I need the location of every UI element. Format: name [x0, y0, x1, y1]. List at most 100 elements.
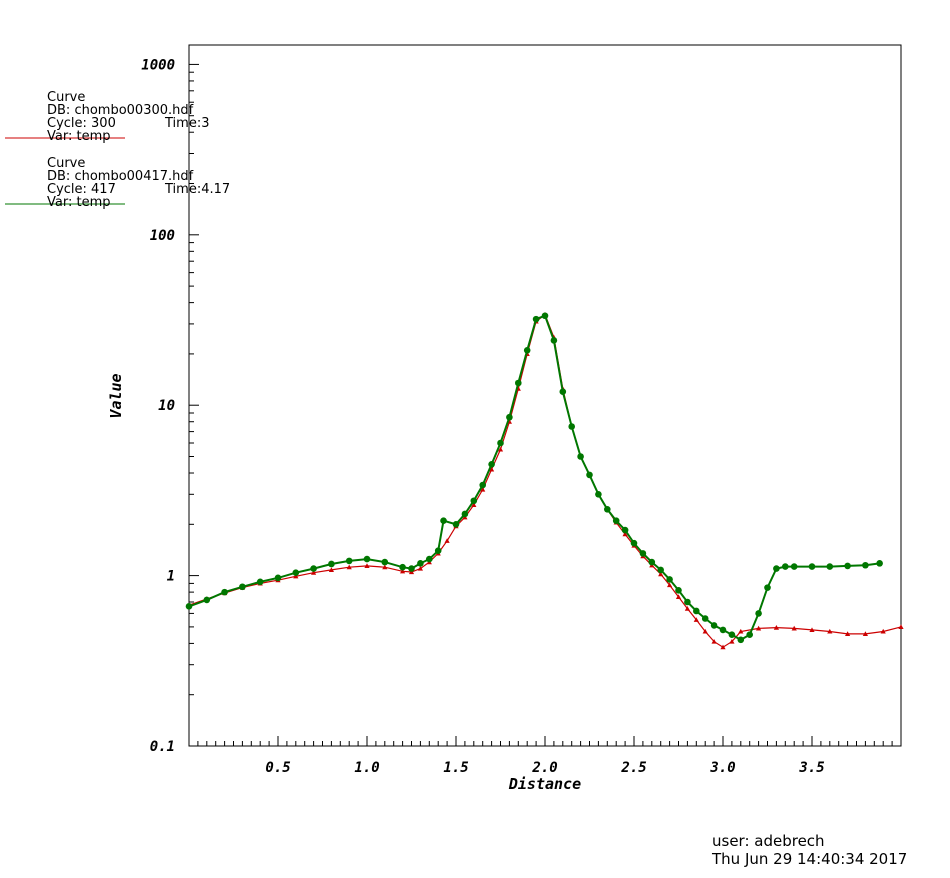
series-2-point [310, 565, 317, 572]
series-1-point [738, 628, 744, 634]
x-tick-label: 2.5 [620, 760, 646, 776]
series-2-point [185, 603, 193, 610]
series-2-point [274, 574, 282, 582]
series-1-point [756, 625, 762, 631]
series-1-point [382, 564, 388, 570]
x-tick-label: 3.5 [798, 760, 824, 776]
series-1-point [311, 570, 317, 575]
series-2-point [292, 569, 300, 577]
series-1-point [675, 594, 682, 599]
series-1-point [729, 638, 735, 644]
series-2-point [523, 347, 531, 354]
series-2-point [621, 526, 629, 534]
series-2-point [764, 584, 771, 591]
series-2-point [239, 583, 246, 591]
x-axis-ticks: 0.5 1.0 1.5 2.0 2.5 3.0 3.5 [265, 736, 825, 776]
series-2-point [684, 598, 691, 606]
series-1-point [667, 582, 673, 588]
series-2-point [452, 521, 460, 528]
series-1-point [346, 564, 352, 570]
legend-entry-1-header: Curve [47, 90, 86, 105]
series-line-2 [188, 314, 880, 641]
series-2-point [657, 566, 664, 574]
y-tick-label: 0.1 [150, 739, 175, 755]
x-tick-label: 1.0 [354, 760, 379, 776]
series-2-point [417, 560, 424, 567]
series-2-point [470, 497, 478, 505]
series-2-point [808, 563, 816, 570]
series-2-point [755, 610, 762, 617]
series-1-point [845, 631, 851, 636]
x-tick-label: 0.5 [265, 760, 290, 776]
series-2-point [506, 413, 513, 421]
series-2-point [710, 622, 718, 629]
series-1-point [702, 628, 708, 634]
series-2-point [434, 547, 442, 555]
series-2-point [461, 510, 469, 518]
series-2-point [426, 555, 433, 563]
series-1-point [827, 628, 833, 634]
series-2-point [701, 615, 709, 622]
x-tick-label: 2.0 [531, 760, 557, 776]
y-axis-title: Value [107, 373, 125, 418]
series-2-point [862, 561, 869, 569]
series-2-point [790, 563, 798, 570]
series-2-point [826, 563, 834, 570]
plot-frame [188, 44, 902, 747]
series-1-point [328, 567, 334, 572]
footer-user: user: adebrech [712, 832, 825, 850]
series-2-point [381, 558, 389, 566]
y-axis-ticks: 0.1 1 10 100 1000 [141, 57, 199, 755]
series-2-point [666, 576, 673, 583]
minor-ticks [189, 71, 893, 746]
x-axis-title: Distance [508, 775, 581, 793]
series-line-1 [188, 313, 902, 648]
series-2-point [782, 563, 789, 570]
series-2-point [515, 379, 522, 387]
series-2-point [479, 481, 487, 489]
x-tick-label: 1.5 [443, 760, 468, 776]
series-1-point [364, 563, 370, 568]
series-2-point [568, 423, 575, 430]
legend-entry-1-var: Var: temp [47, 129, 111, 144]
series-2-point [595, 491, 602, 498]
series-2-point [408, 565, 415, 572]
series-1-point [862, 631, 868, 636]
series-1-point [480, 486, 486, 492]
legend-entry-1-time: Time:3 [165, 116, 210, 131]
series-1-point [693, 617, 699, 622]
series-2-point [399, 563, 406, 571]
series-2-point [203, 596, 211, 604]
series-1-point [711, 638, 717, 644]
legend-entry-2-header: Curve [47, 156, 86, 171]
legend-entry-1-db: DB: chombo00300.hdf [47, 103, 194, 118]
series-2-point [559, 388, 567, 396]
series-1-point [497, 446, 504, 452]
legend-entry-1-cycle: Cycle: 300 [47, 116, 116, 131]
x-tick-label: 3.0 [709, 760, 735, 776]
series-2-point [586, 471, 593, 479]
legend-entry-2-db: DB: chombo00417.hdf [47, 169, 194, 184]
series-1-point [471, 502, 477, 507]
series-2-point [345, 557, 353, 565]
series-1-point [622, 531, 628, 537]
series-1-point [658, 571, 664, 577]
series-1-point [417, 565, 423, 571]
footer-date: Thu Jun 29 14:40:34 2017 [712, 850, 908, 868]
y-tick-label: 100 [150, 228, 175, 244]
series-2-point [844, 562, 851, 570]
series-1-point [684, 606, 690, 611]
series-1-point [489, 466, 495, 472]
series-2-point [612, 517, 620, 524]
series-2-point [550, 337, 558, 344]
series-2-point [541, 312, 549, 320]
series-2-point [876, 560, 883, 567]
series-1-point [444, 538, 450, 543]
series-2-point [630, 539, 638, 547]
series-2-point [737, 636, 745, 644]
series-2-point [648, 558, 656, 566]
series-2-point [728, 631, 736, 638]
series-2-point [693, 607, 700, 615]
y-tick-label: 1 [167, 569, 175, 585]
series-2-point [773, 565, 780, 572]
